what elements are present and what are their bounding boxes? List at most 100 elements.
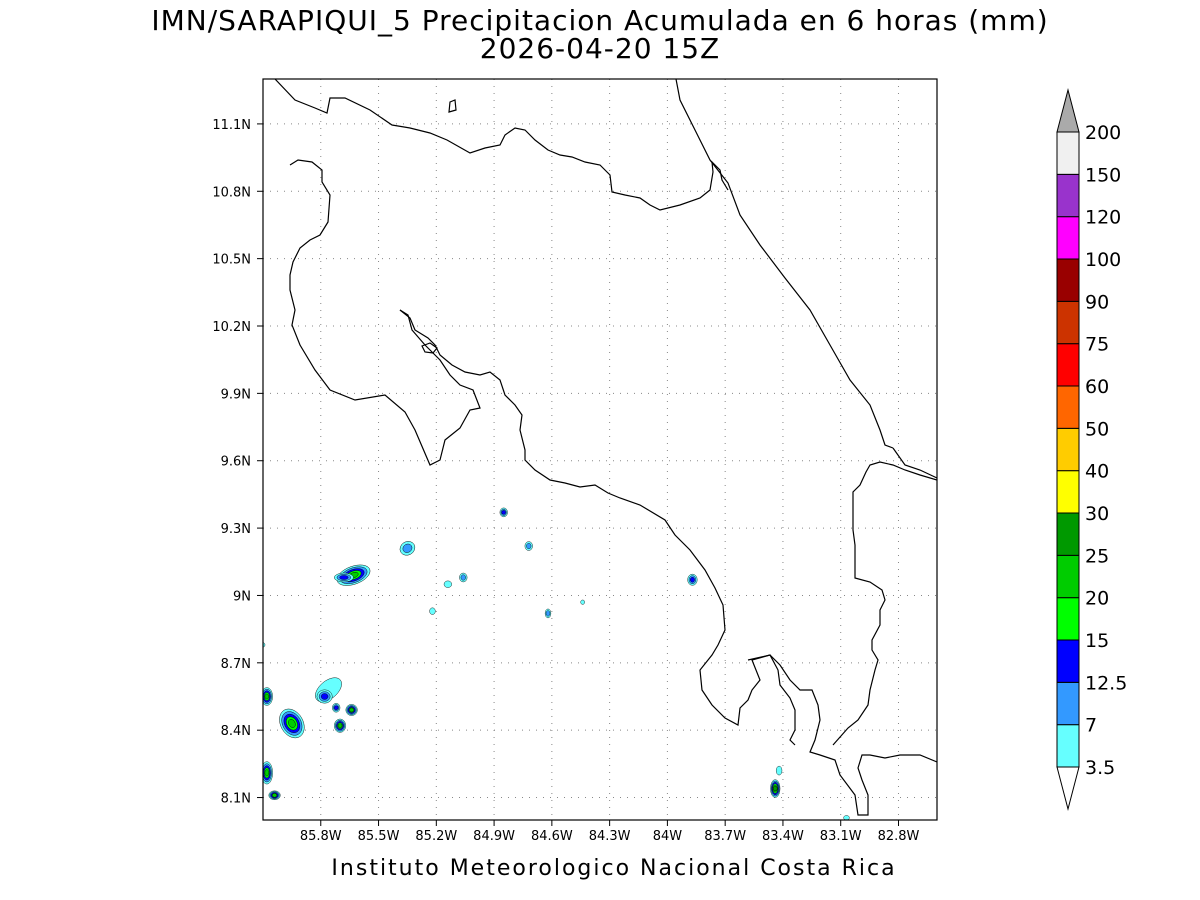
precip-contour [526,543,532,550]
colorbar-swatch [1056,512,1080,556]
coastline-gulf-nicoya [399,309,796,746]
coastline-golfo-dulce [747,654,937,816]
precip-cell [429,607,436,615]
precip-cell [459,572,468,583]
colorbar-over-arrow [1056,88,1080,133]
lat-tick-label: 9N [233,589,251,604]
map-subtitle-datetime: 2026-04-20 15Z [479,32,721,65]
precip-cell [334,572,354,583]
lon-tick-label: 84W [653,829,683,844]
lat-tick-label: 9.9N [221,387,251,402]
island-chira [421,342,438,354]
precip-colorbar: 3.5 7 12.5 15 20 25 30 40 50 60 75 90 100 120 150 200 [1056,88,1127,811]
map-frame [262,78,938,821]
precip-contour [690,577,695,583]
colorbar-swatch [1056,131,1080,175]
precip-cell [687,573,698,586]
lon-tick-label: 83.1W [820,829,862,844]
precip-cell [580,599,585,605]
colorbar-label: 100 [1085,249,1121,271]
lat-tick-label: 10.5N [212,253,251,268]
colorbar-label: 90 [1085,291,1109,313]
colorbar-label: 60 [1085,376,1109,398]
lon-tick-label: 84.6W [531,829,573,844]
colorbar-swatch [1056,173,1080,218]
precip-contour [429,607,436,615]
precip-contour [776,765,783,776]
precip-contour [580,599,585,605]
precip-contour [443,580,452,588]
longitude-axis: 85.8W 85.5W 85.2W 84.9W 84.6W 84.3W 84W 83.7W 83… [300,820,920,844]
precip-contour [264,693,270,700]
lat-tick-label: 10.8N [212,185,251,200]
colorbar-swatch [1056,554,1080,599]
colorbar-swatch [1056,427,1080,472]
precip-contour [349,707,354,713]
precip-cell [279,708,305,739]
map-gridlines [263,79,937,820]
precip-contour [339,575,349,580]
colorbar-label: 3.5 [1085,757,1115,779]
precip-cell [268,790,281,800]
lat-tick-label: 10.2N [212,320,251,335]
precip-cell [263,687,273,706]
lat-tick-label: 9.6N [221,455,251,470]
colorbar-swatch [1056,258,1080,302]
colorbar-label: 40 [1085,461,1109,483]
precip-cell [263,761,273,785]
lat-tick-label: 8.1N [221,792,251,807]
lon-tick-label: 83.4W [762,829,804,844]
precip-contour [333,705,339,710]
lon-tick-label: 84.9W [473,829,515,844]
lat-tick-label: 9.3N [221,522,251,537]
precip-cell [334,718,347,733]
precip-contour [288,719,296,728]
precip-contour [337,723,343,728]
lon-tick-label: 84.3W [589,829,631,844]
colorbar-label: 12.5 [1085,672,1127,694]
coastline-burica [832,461,937,746]
precip-cell [776,765,783,776]
precip-contour [320,693,329,700]
precip-contour [272,793,277,798]
coastline-caribbean [675,79,894,449]
colorbar-label: 15 [1085,630,1109,652]
coastline-pacific-nicoya [289,159,481,466]
island-solentiname [448,99,457,113]
coastline-nicaragua-lake-shore [274,79,729,211]
precip-cell [544,608,552,619]
lat-tick-label: 8.4N [221,724,251,739]
colorbar-swatch [1056,724,1080,768]
precip-cell [843,815,850,820]
precip-contour [545,610,551,617]
colorbar-under-arrow [1056,766,1080,811]
lon-tick-label: 82.8W [878,829,920,844]
colorbar-label: 25 [1085,545,1109,567]
precip-contour [773,786,778,791]
colorbar-swatch [1056,681,1080,726]
lon-tick-label: 85.8W [300,829,342,844]
colorbar-swatch [1056,216,1080,260]
colorbar-label: 150 [1085,164,1121,186]
precip-cell [524,541,533,551]
colorbar-label: 7 [1085,715,1097,737]
lat-tick-label: 11.1N [212,118,251,133]
precip-cell [499,507,508,518]
precip-cell [770,779,781,798]
colorbar-label: 20 [1085,588,1109,610]
precip-cell [399,541,416,556]
colorbar-swatch [1056,343,1080,387]
precip-contour [460,574,466,581]
colorbar-label: 50 [1085,418,1109,440]
colorbar-label: 120 [1085,207,1121,229]
precip-contour [501,510,506,515]
colorbar-swatch [1056,385,1080,429]
precip-contour [843,815,850,820]
colorbar-swatch [1056,470,1080,514]
latitude-axis: 11.1N 10.8N 10.5N 10.2N 9.9N 9.6N 9.3N 9N 8.7N 8.… [212,118,263,807]
precip-field [263,507,850,820]
lon-tick-label: 85.2W [415,829,457,844]
credit-footer: Instituto Meteorologico Nacional Costa R… [331,856,897,881]
coastline-panama-border [892,447,937,479]
